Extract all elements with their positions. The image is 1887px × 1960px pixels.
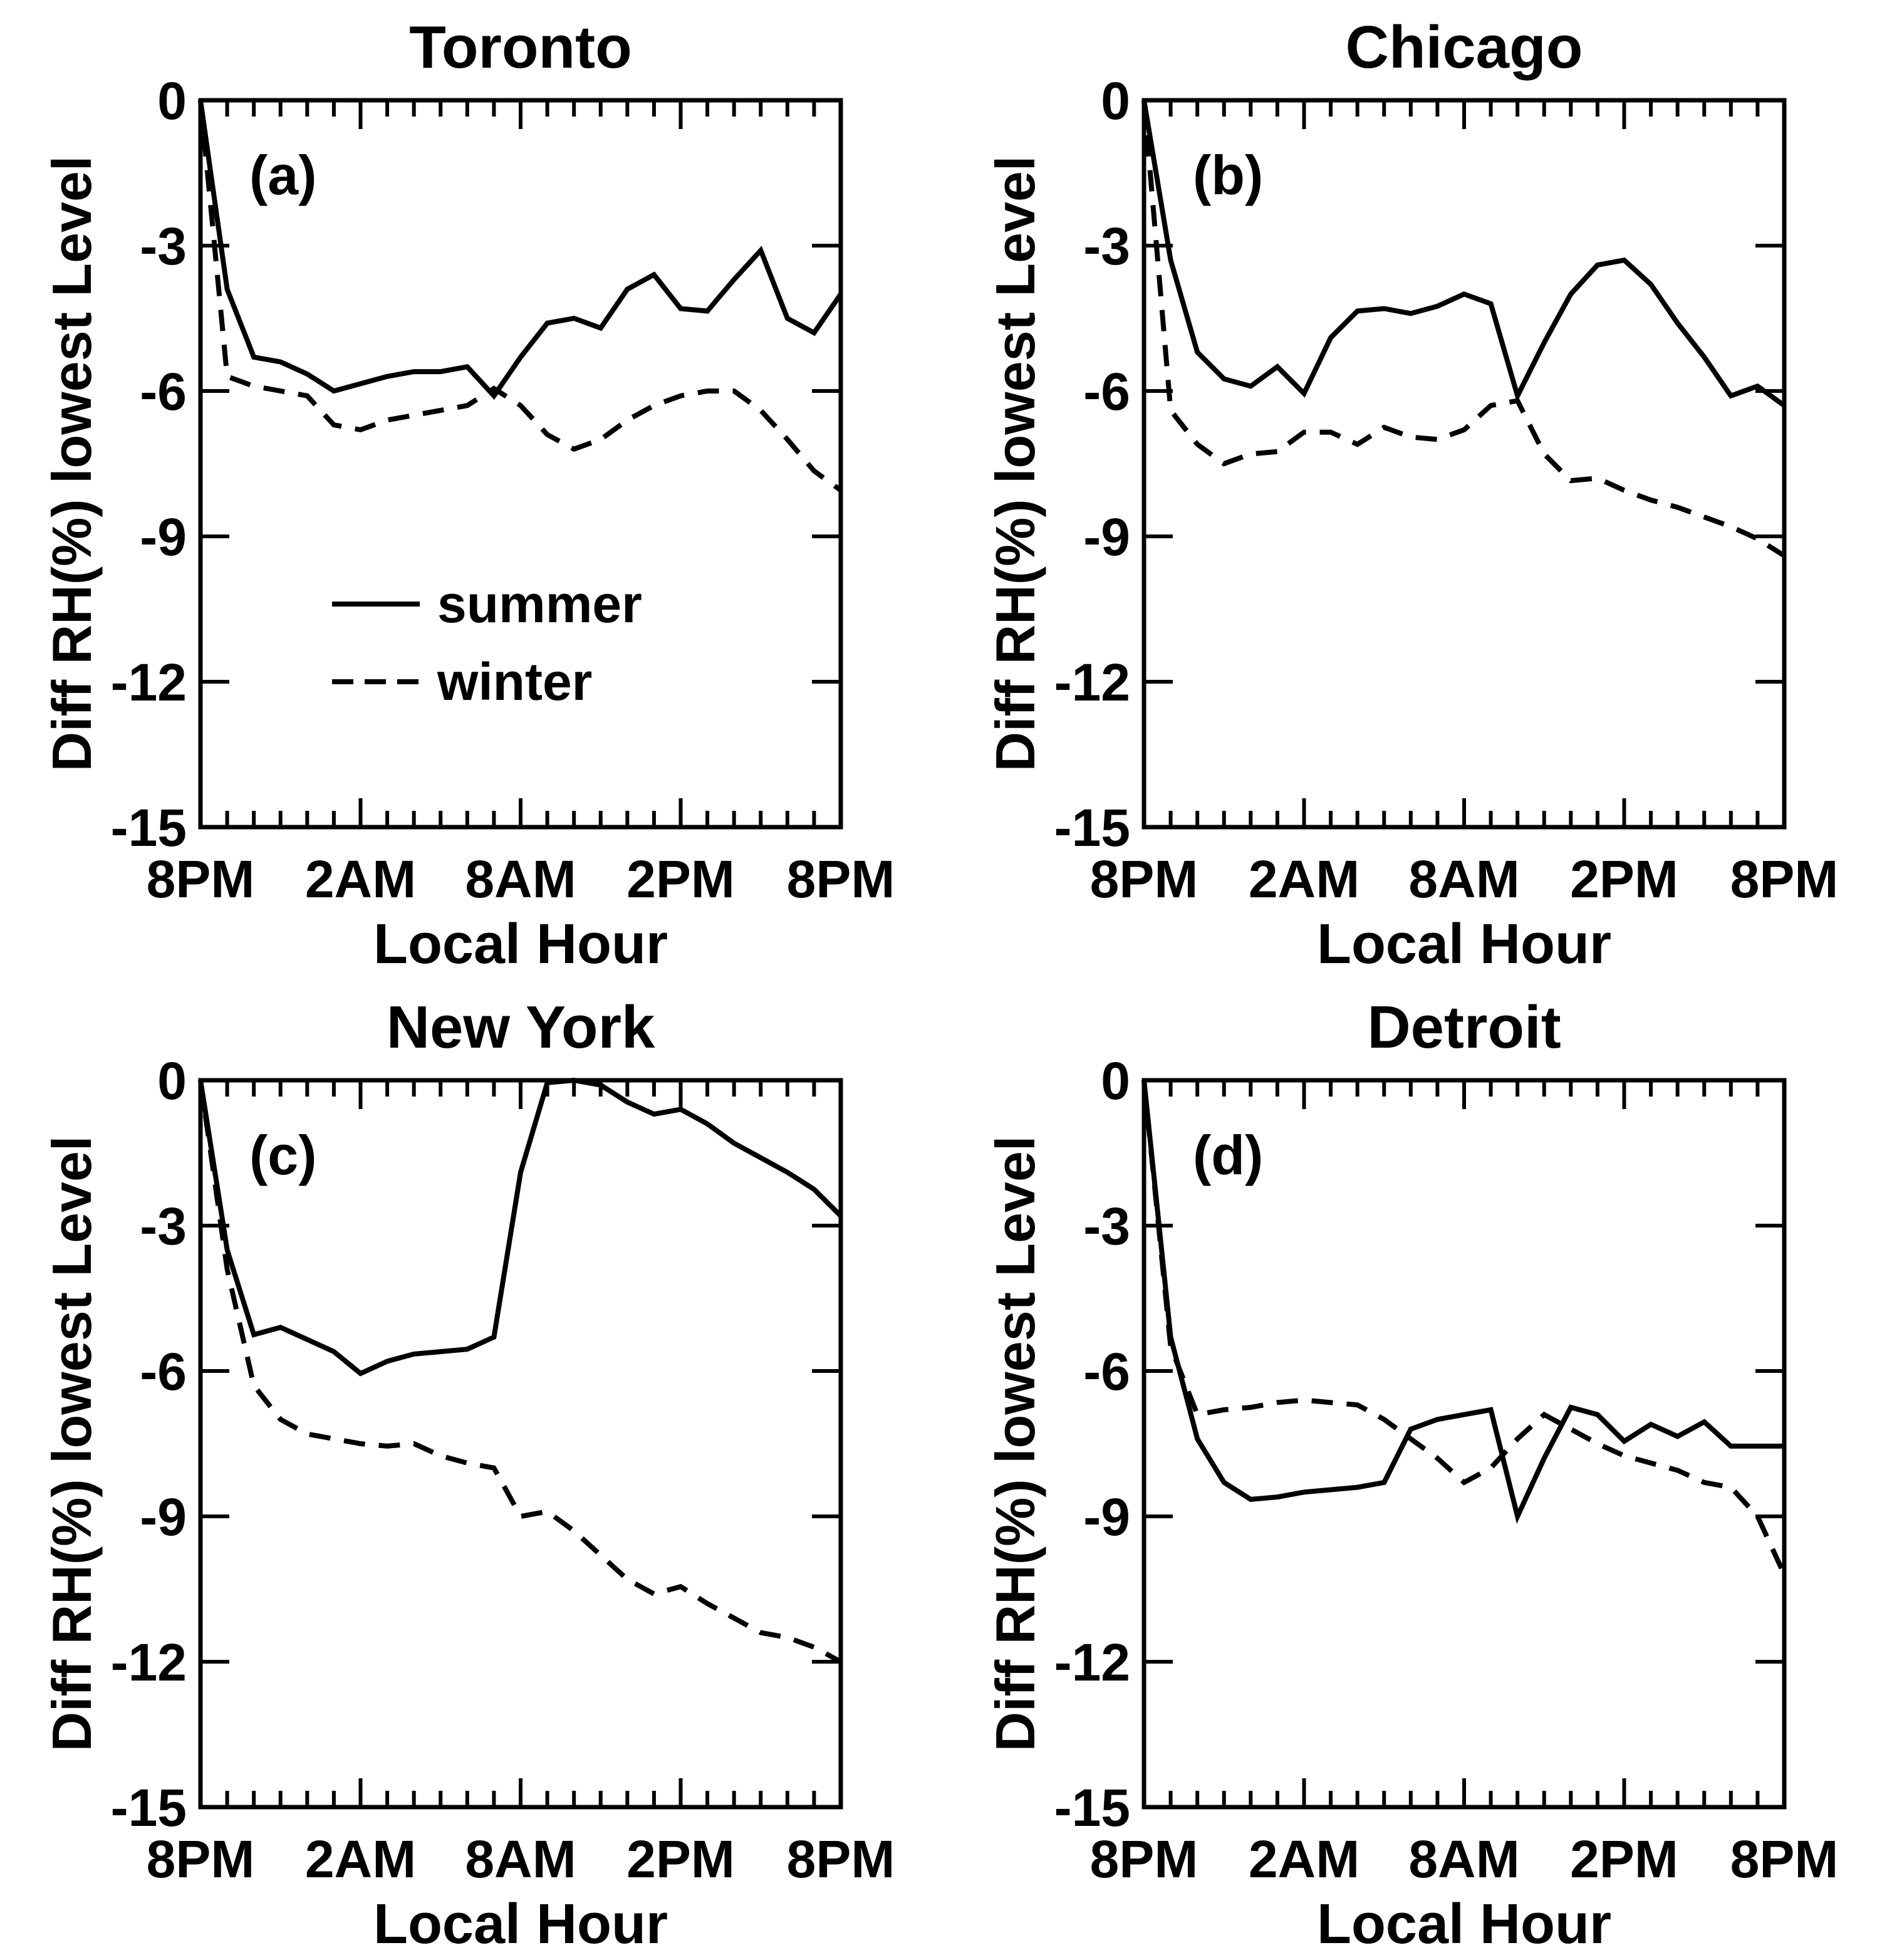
svg-text:-3: -3 xyxy=(1083,1197,1130,1256)
svg-text:-3: -3 xyxy=(140,217,187,276)
svg-text:2PM: 2PM xyxy=(1570,850,1678,909)
x-axis-label: Local Hour xyxy=(373,1893,668,1956)
svg-text:-6: -6 xyxy=(1083,1342,1130,1401)
svg-text:-3: -3 xyxy=(1083,217,1130,276)
svg-text:-9: -9 xyxy=(140,508,187,566)
svg-text:-15: -15 xyxy=(1054,798,1130,857)
svg-text:2AM: 2AM xyxy=(305,1830,416,1889)
svg-text:-15: -15 xyxy=(1054,1778,1130,1837)
svg-text:-9: -9 xyxy=(1083,508,1130,566)
svg-text:-12: -12 xyxy=(1054,1633,1130,1692)
panel-new-york: New York Diff RH(%) lowest Level 0 -3 -6 -9… xyxy=(0,980,944,1960)
svg-text:2AM: 2AM xyxy=(1249,850,1359,909)
svg-text:-12: -12 xyxy=(111,653,187,712)
svg-text:2PM: 2PM xyxy=(626,1830,735,1889)
svg-text:-12: -12 xyxy=(111,1633,187,1692)
svg-text:0: 0 xyxy=(1101,1051,1130,1110)
panel-letter: (b) xyxy=(1193,144,1264,206)
panel-toronto: Toronto Diff RH(%) lowest Level 0 -3 -6 -9-… xyxy=(0,0,944,980)
svg-text:8PM: 8PM xyxy=(147,850,255,909)
svg-text:2PM: 2PM xyxy=(626,850,735,909)
svg-text:-15: -15 xyxy=(111,798,187,857)
svg-text:8PM: 8PM xyxy=(1730,1830,1839,1889)
panel-letter: (c) xyxy=(249,1124,317,1186)
panel-detroit: Detroit Diff RH(%) lowest Level 0 -3 -6 -9-… xyxy=(944,980,1887,1960)
svg-text:2PM: 2PM xyxy=(1570,1830,1678,1889)
svg-text:2AM: 2AM xyxy=(305,850,416,909)
panel-letter: (d) xyxy=(1193,1124,1264,1186)
svg-text:-6: -6 xyxy=(140,1342,187,1401)
svg-text:-6: -6 xyxy=(1083,362,1130,421)
x-axis-label: Local Hour xyxy=(1316,1893,1612,1956)
x-axis-label: Local Hour xyxy=(373,913,668,976)
svg-text:-6: -6 xyxy=(140,362,187,421)
svg-text:8PM: 8PM xyxy=(1730,850,1839,909)
svg-text:8AM: 8AM xyxy=(465,850,576,909)
panel-title: Detroit xyxy=(1367,994,1561,1061)
svg-text:8AM: 8AM xyxy=(465,1830,576,1889)
svg-text:-12: -12 xyxy=(1054,653,1130,712)
svg-text:-9: -9 xyxy=(140,1488,187,1546)
svg-text:-9: -9 xyxy=(1083,1488,1130,1546)
panel-letter: (a) xyxy=(249,144,317,206)
svg-text:-3: -3 xyxy=(140,1197,187,1256)
svg-text:8PM: 8PM xyxy=(147,1830,255,1889)
svg-text:8PM: 8PM xyxy=(1090,1830,1198,1889)
panel-chicago: Chicago Diff RH(%) lowest Level 0 -3 -6 -9-… xyxy=(944,0,1887,980)
svg-text:0: 0 xyxy=(157,1051,187,1110)
svg-text:8AM: 8AM xyxy=(1408,850,1519,909)
svg-text:2AM: 2AM xyxy=(1249,1830,1359,1889)
svg-text:0: 0 xyxy=(157,71,187,130)
panel-title: New York xyxy=(386,994,655,1061)
svg-text:8PM: 8PM xyxy=(787,850,895,909)
svg-text:8AM: 8AM xyxy=(1408,1830,1519,1889)
x-axis-label: Local Hour xyxy=(1316,913,1612,976)
panel-title: Chicago xyxy=(1345,14,1583,81)
svg-text:-15: -15 xyxy=(111,1778,187,1837)
panel-title: Toronto xyxy=(409,14,632,81)
svg-text:0: 0 xyxy=(1101,71,1130,130)
svg-text:8PM: 8PM xyxy=(787,1830,895,1889)
svg-text:8PM: 8PM xyxy=(1090,850,1198,909)
